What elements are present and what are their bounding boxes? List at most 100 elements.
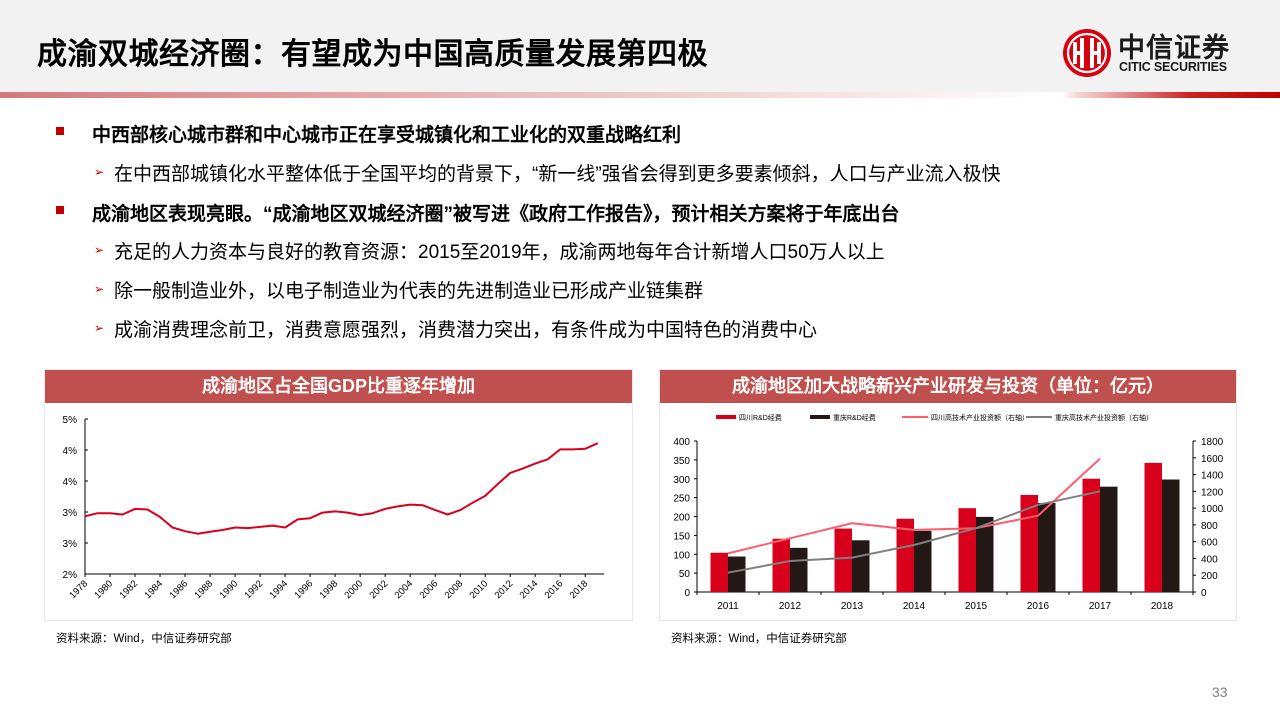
- x-tick-label: 2012: [779, 601, 802, 612]
- bar: [790, 547, 808, 592]
- bullet-level2: 充足的人力资本与良好的教育资源：2015至2019年，成渝两地每年合计新增人口5…: [114, 242, 885, 263]
- x-tick-label: 2002: [368, 578, 391, 601]
- logo-chinese-text: 中信证券: [1118, 33, 1230, 64]
- bullet-level2: 成渝消费理念前卫，消费意愿强烈，消费潜力突出，有条件成为中国特色的消费中心: [114, 320, 818, 341]
- arrow-bullet-icon: ➢: [94, 282, 105, 296]
- rd-investment-combo-chart: 四川R&D经费 重庆R&D经费 四川高技术产业投资额（右轴） 重庆高技术产业投资额（右…: [673, 413, 1224, 612]
- x-tick-label: 2011: [717, 601, 739, 612]
- arrow-bullet-icon: ➢: [94, 243, 105, 257]
- x-tick-label: 1996: [293, 578, 316, 601]
- x-tick-label: 2000: [343, 578, 366, 601]
- logo-english-text: CITIC SECURITIES: [1119, 60, 1227, 74]
- bullet-level1: 中西部核心城市群和中心城市正在享受城镇化和工业化的双重战略红利: [92, 125, 682, 146]
- citic-logo: 中信证券 CITIC SECURITIES: [1062, 22, 1252, 78]
- legend-label: 四川R&D经费: [739, 413, 782, 422]
- left-y-tick-label: 300: [673, 475, 690, 486]
- right-y-tick-label: 1200: [1201, 487, 1224, 498]
- bar: [1100, 486, 1118, 592]
- x-tick-label: 1988: [192, 578, 215, 601]
- bar: [834, 528, 852, 592]
- right-y-tick-label: 800: [1201, 521, 1218, 532]
- x-tick-label: 2010: [468, 578, 491, 601]
- legend-label: 重庆高技术产业投资额（右轴）: [1055, 413, 1153, 422]
- right-y-tick-label: 1000: [1201, 504, 1224, 515]
- gdp-chart-title: 成渝地区占全国GDP比重逐年增加: [45, 370, 632, 403]
- x-tick-label: 1980: [92, 578, 115, 601]
- arrow-bullet-icon: ➢: [94, 321, 105, 335]
- left-y-tick-label: 50: [679, 569, 691, 580]
- y-tick-label: 4%: [63, 477, 78, 488]
- legend-swatch: [716, 415, 736, 419]
- x-tick-label: 1982: [117, 578, 140, 601]
- right-y-tick-label: 600: [1201, 538, 1218, 549]
- investment-line: [727, 490, 1101, 574]
- gdp-share-line: [84, 442, 599, 535]
- square-bullet-icon: [56, 206, 64, 214]
- y-tick-label: 4%: [63, 446, 78, 457]
- y-tick-label: 3%: [63, 539, 78, 550]
- x-tick-label: 1984: [142, 578, 165, 601]
- left-y-tick-label: 100: [673, 550, 690, 561]
- page-number: 33: [1212, 684, 1228, 700]
- left-y-tick-label: 150: [673, 531, 690, 542]
- x-tick-label: 1990: [217, 578, 240, 601]
- legend-swatch: [810, 415, 830, 419]
- x-tick-label: 2016: [1027, 601, 1050, 612]
- y-tick-label: 3%: [63, 508, 78, 519]
- x-tick-label: 2014: [903, 601, 926, 612]
- legend-label: 四川高技术产业投资额（右轴）: [931, 413, 1029, 422]
- x-tick-label: 1992: [242, 578, 265, 601]
- rd-chart-title: 成渝地区加大战略新兴产业研发与投资（单位：亿元）: [660, 370, 1236, 403]
- right-y-tick-label: 400: [1201, 554, 1218, 565]
- x-tick-label: 2016: [543, 578, 566, 601]
- bar: [976, 516, 994, 592]
- x-tick-label: 2008: [443, 578, 466, 601]
- header-accent-bar: [0, 92, 1280, 98]
- right-y-tick-label: 1600: [1201, 454, 1224, 465]
- bullet-level2: 除一般制造业外，以电子制造业为代表的先进制造业已形成产业链集群: [114, 281, 704, 302]
- x-tick-label: 1994: [267, 578, 290, 601]
- bar: [1082, 478, 1100, 592]
- square-bullet-icon: [56, 127, 64, 135]
- left-y-tick-label: 200: [673, 513, 690, 524]
- citic-logo-icon: [1063, 29, 1111, 77]
- x-tick-label: 2015: [965, 601, 988, 612]
- page-title: 成渝双城经济圈：有望成为中国高质量发展第四极: [37, 38, 708, 71]
- left-y-tick-label: 250: [673, 494, 690, 505]
- right-chart-source: 资料来源：Wind，中信证券研究部: [671, 633, 847, 645]
- arrow-bullet-icon: ➢: [94, 165, 105, 179]
- x-tick-label: 1998: [318, 578, 341, 601]
- gdp-share-line-chart: 2% 3% 3% 4% 4% 5% 1978 1980 1982 1984 1986 1988 1990…: [63, 415, 604, 601]
- bar: [1144, 462, 1162, 592]
- x-tick-label: 2013: [841, 601, 864, 612]
- bar: [914, 530, 932, 592]
- x-tick-label: 2018: [568, 578, 591, 601]
- bar: [1038, 502, 1056, 592]
- y-tick-label: 2%: [63, 570, 78, 581]
- x-tick-label: 2004: [393, 578, 416, 601]
- left-y-tick-label: 400: [673, 437, 690, 448]
- x-tick-label: 1986: [167, 578, 190, 601]
- right-y-tick-label: 1800: [1201, 437, 1224, 448]
- bar: [958, 508, 976, 592]
- bar: [728, 556, 746, 592]
- bar: [852, 540, 870, 592]
- x-tick-label: 2006: [418, 578, 441, 601]
- bullet-level1: 成渝地区表现亮眼。“成渝地区双城经济圈”被写进《政府工作报告》，预计相关方案将于…: [92, 204, 900, 225]
- y-tick-label: 5%: [63, 415, 78, 426]
- x-tick-label: 1978: [67, 578, 90, 601]
- investment-line: [727, 457, 1101, 555]
- bullet-level2: 在中西部城镇化水平整体低于全国平均的背景下，“新一线”强省会得到更多要素倾斜，人…: [114, 164, 1001, 185]
- bar: [1162, 479, 1180, 592]
- x-tick-label: 2018: [1151, 601, 1174, 612]
- bar: [710, 552, 728, 592]
- bar: [772, 538, 790, 592]
- slide-header: 成渝双城经济圈：有望成为中国高质量发展第四极 中信证券 CITIC SECURI…: [0, 0, 1280, 92]
- left-y-tick-label: 0: [684, 588, 690, 599]
- rd-investment-chart-panel: 成渝地区加大战略新兴产业研发与投资（单位：亿元） 四川R&D经费 重庆R&D经费四…: [659, 369, 1237, 621]
- left-y-tick-label: 350: [673, 456, 690, 467]
- right-y-tick-label: 0: [1201, 588, 1207, 599]
- bar: [896, 518, 914, 592]
- x-tick-label: 2014: [518, 578, 541, 601]
- legend-label: 重庆R&D经费: [833, 413, 876, 422]
